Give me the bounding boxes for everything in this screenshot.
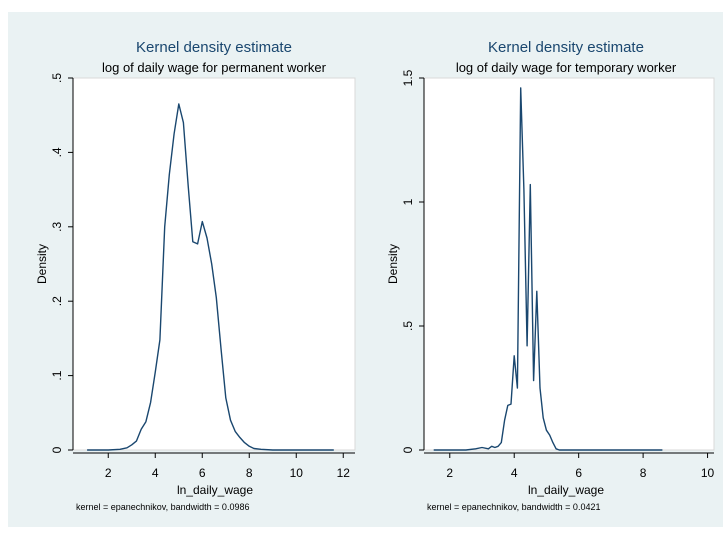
panel-2-y-tick-label: .5 <box>401 321 415 331</box>
panel-1-chart-title: Kernel density estimate <box>136 39 292 56</box>
panel-2-x-tick-label: 8 <box>640 466 647 480</box>
panel-1-x-tick-label: 2 <box>105 466 112 480</box>
panel-2-x-tick-label: 2 <box>446 466 453 480</box>
panel-2-y-axis-label: Density <box>386 244 400 284</box>
panel-1-x-tick-label: 6 <box>199 466 206 480</box>
panel-2-x-tick-label: 6 <box>575 466 582 480</box>
panel-2-plot-area <box>423 77 715 451</box>
panel-2-x-tick-label: 4 <box>511 466 518 480</box>
panel-1-plot-area <box>72 77 356 451</box>
panel-1-density-line <box>87 103 334 451</box>
panel-1-x-tick-label: 8 <box>246 466 253 480</box>
panel-1-x-axis-label: ln_daily_wage <box>177 483 253 497</box>
panel-2-chart-title: Kernel density estimate <box>488 39 644 56</box>
panel-2-kernel-note: kernel = epanechnikov, bandwidth = 0.042… <box>427 502 600 512</box>
panel-1-kernel-note: kernel = epanechnikov, bandwidth = 0.098… <box>76 502 249 512</box>
panel-1-chart-subtitle: log of daily wage for permanent worker <box>102 60 327 75</box>
panel-1-y-tick-label: .5 <box>50 73 64 83</box>
panel-2-y-tick-label: 0 <box>401 446 415 453</box>
panel-1-x-tick-label: 12 <box>337 466 351 480</box>
panel-1-y-tick-label: .4 <box>50 147 64 157</box>
panel-2-y-tick-label: 1.5 <box>401 69 415 86</box>
panel-1-y-axis-label: Density <box>35 244 49 284</box>
panel-1-x-tick-label: 4 <box>152 466 159 480</box>
panel-1-x-tick-label: 10 <box>290 466 304 480</box>
panel-1-y-tick-label: .2 <box>50 296 64 306</box>
panel-2-y-tick-label: 1 <box>401 198 415 205</box>
panel-2-x-tick-label: 10 <box>701 466 715 480</box>
panel-2-density-line <box>433 87 663 451</box>
panel-1-y-tick-label: .1 <box>50 370 64 380</box>
panel-2-chart-subtitle: log of daily wage for temporary worker <box>456 60 677 75</box>
panel-1-y-tick-label: 0 <box>50 446 64 453</box>
panel-1-y-tick-label: .3 <box>50 221 64 231</box>
panel-2-x-axis-label: ln_daily_wage <box>528 483 604 497</box>
